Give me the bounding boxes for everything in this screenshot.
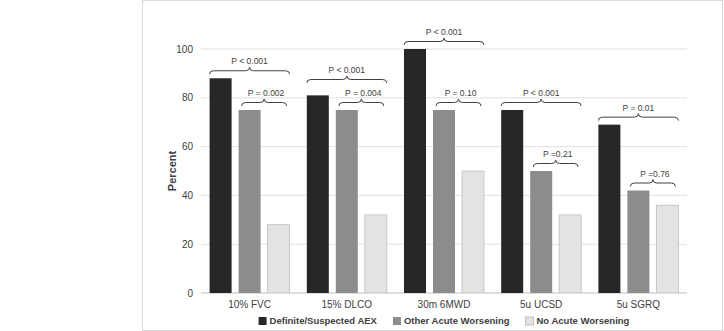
bar bbox=[307, 95, 329, 293]
y-tick-label: 0 bbox=[187, 288, 193, 299]
bar bbox=[656, 205, 678, 293]
y-tick-label: 100 bbox=[176, 44, 193, 55]
annotations: P = 0.002 P < 0.001 P = 0.004 P < 0.001 P = … bbox=[210, 27, 679, 187]
chart: 0 20 40 60 80 100 Percent 10% FVC 15% DLCO 30m 6M… bbox=[0, 0, 724, 331]
p-value: P = 0.002 bbox=[248, 88, 285, 98]
x-tick-label: 5u SGRQ bbox=[617, 299, 661, 310]
p-value: P = 0.004 bbox=[345, 88, 382, 98]
x-tick-label: 5u UCSD bbox=[520, 299, 562, 310]
legend-label: Definite/Suspected AEX bbox=[270, 315, 378, 326]
bar bbox=[598, 125, 620, 293]
p-value: P = 0.01 bbox=[623, 103, 655, 113]
p-value: P < 0.001 bbox=[523, 88, 560, 98]
x-tick-label: 30m 6MWD bbox=[418, 299, 471, 310]
bar bbox=[627, 191, 649, 293]
bracket bbox=[210, 67, 290, 74]
bracket bbox=[404, 38, 484, 45]
p-value: P < 0.001 bbox=[426, 27, 463, 37]
grid-line bbox=[201, 49, 687, 50]
bracket bbox=[436, 99, 481, 106]
bracket bbox=[533, 160, 578, 167]
legend-label: No Acute Worsening bbox=[537, 315, 630, 326]
bar bbox=[530, 171, 552, 293]
y-tick-label: 60 bbox=[182, 141, 194, 152]
bracket bbox=[307, 76, 387, 83]
bracket bbox=[630, 180, 675, 187]
bar bbox=[239, 110, 261, 293]
legend-swatch bbox=[526, 317, 534, 325]
bar bbox=[210, 78, 232, 293]
frame bbox=[143, 1, 723, 331]
bar bbox=[404, 49, 426, 293]
x-tick-label: 10% FVC bbox=[228, 299, 271, 310]
x-tick-label: 15% DLCO bbox=[322, 299, 373, 310]
bar bbox=[268, 225, 290, 293]
legend-swatch bbox=[393, 317, 401, 325]
bar bbox=[336, 110, 358, 293]
bar bbox=[365, 215, 387, 293]
grid bbox=[201, 49, 687, 293]
legend-label: Other Acute Worsening bbox=[404, 315, 510, 326]
y-tick-label: 80 bbox=[182, 92, 194, 103]
p-value: P = 0.10 bbox=[445, 88, 477, 98]
bars bbox=[210, 49, 679, 293]
y-tick-label: 20 bbox=[182, 239, 194, 250]
bracket bbox=[242, 99, 287, 106]
bar bbox=[559, 215, 581, 293]
p-value: P =0.21 bbox=[543, 149, 573, 159]
y-tick-label: 40 bbox=[182, 190, 194, 201]
bar bbox=[433, 110, 455, 293]
legend-swatch bbox=[259, 317, 267, 325]
bracket bbox=[598, 114, 678, 121]
bracket bbox=[501, 99, 581, 106]
legend: Definite/Suspected AEX Other Acute Worsen… bbox=[259, 315, 630, 326]
bar bbox=[501, 110, 523, 293]
bar bbox=[462, 171, 484, 293]
p-value: P < 0.001 bbox=[329, 65, 366, 75]
p-value: P =0.76 bbox=[640, 169, 670, 179]
y-axis-label: Percent bbox=[166, 150, 178, 191]
p-value: P < 0.001 bbox=[231, 56, 268, 66]
bracket bbox=[339, 99, 384, 106]
